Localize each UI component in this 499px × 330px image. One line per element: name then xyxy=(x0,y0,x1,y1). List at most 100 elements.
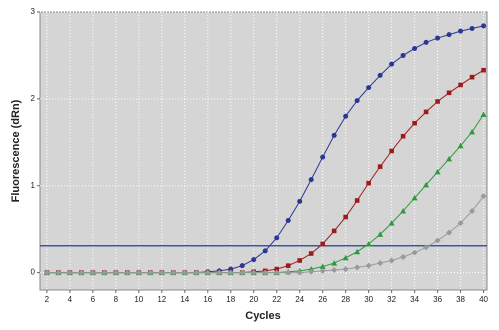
y-tick-label: 2 xyxy=(31,94,36,103)
x-tick-label: 24 xyxy=(295,295,304,304)
marker xyxy=(250,269,257,276)
marker xyxy=(204,269,211,276)
x-tick-label: 38 xyxy=(456,295,465,304)
marker xyxy=(366,180,371,186)
x-tick-label: 12 xyxy=(157,295,166,304)
x-tick-label: 2 xyxy=(45,295,50,304)
marker xyxy=(297,198,303,204)
x-tick-label: 20 xyxy=(249,295,258,304)
marker xyxy=(377,72,383,78)
marker xyxy=(377,164,383,169)
marker xyxy=(411,249,418,256)
marker xyxy=(423,39,429,45)
marker xyxy=(400,133,406,139)
marker xyxy=(135,269,142,276)
marker xyxy=(273,269,280,276)
marker xyxy=(446,155,453,162)
marker xyxy=(377,260,384,267)
marker xyxy=(239,263,245,269)
marker xyxy=(469,26,475,32)
marker xyxy=(354,248,361,255)
x-tick-label: 18 xyxy=(226,295,235,304)
marker xyxy=(227,269,234,276)
x-tick-label: 16 xyxy=(203,295,212,304)
x-tick-label: 40 xyxy=(479,295,488,304)
marker xyxy=(274,266,280,272)
marker xyxy=(342,266,349,273)
x-tick-label: 14 xyxy=(180,295,189,304)
marker xyxy=(446,32,452,38)
marker xyxy=(331,267,338,274)
marker xyxy=(388,257,395,264)
marker xyxy=(285,269,292,276)
marker xyxy=(170,269,177,276)
marker xyxy=(388,220,395,226)
marker xyxy=(423,244,430,251)
marker xyxy=(331,132,337,138)
marker xyxy=(274,235,280,241)
marker xyxy=(480,111,487,118)
marker xyxy=(469,74,475,80)
x-tick-label: 36 xyxy=(433,295,442,304)
marker xyxy=(55,269,62,276)
marker xyxy=(481,67,486,73)
marker xyxy=(66,269,73,276)
marker xyxy=(308,177,314,183)
marker xyxy=(216,269,223,276)
marker xyxy=(43,269,50,276)
marker xyxy=(101,269,108,276)
marker xyxy=(89,269,96,276)
marker xyxy=(354,198,360,203)
marker xyxy=(434,237,441,244)
marker xyxy=(319,263,326,270)
marker xyxy=(158,269,165,276)
marker xyxy=(112,269,119,276)
marker xyxy=(320,154,326,160)
marker xyxy=(446,229,453,236)
y-axis-title: Fluorescence (dRn) xyxy=(10,99,22,202)
marker xyxy=(434,168,441,175)
marker xyxy=(320,241,325,247)
marker xyxy=(124,269,131,276)
marker xyxy=(400,207,407,214)
marker xyxy=(458,82,463,88)
marker xyxy=(423,181,430,188)
marker xyxy=(262,248,268,254)
x-tick-label: 22 xyxy=(272,295,281,304)
marker xyxy=(457,142,464,149)
x-tick-label: 30 xyxy=(364,295,373,304)
marker xyxy=(285,218,291,223)
marker xyxy=(296,269,303,276)
plot-area xyxy=(39,11,488,291)
y-tick-label: 3 xyxy=(31,7,36,16)
marker xyxy=(308,268,315,275)
x-tick-label: 10 xyxy=(134,295,143,304)
marker xyxy=(412,120,417,126)
marker xyxy=(193,269,200,276)
marker xyxy=(181,269,188,276)
marker xyxy=(469,128,476,135)
marker xyxy=(366,85,372,91)
marker xyxy=(481,23,487,29)
marker xyxy=(343,113,349,119)
x-tick-label: 26 xyxy=(318,295,327,304)
marker xyxy=(365,262,372,269)
marker xyxy=(308,251,314,256)
marker xyxy=(389,61,395,67)
x-tick-label: 28 xyxy=(341,295,350,304)
x-axis-title: Cycles xyxy=(245,310,280,322)
x-tick-label: 8 xyxy=(114,295,119,304)
x-tick-label: 34 xyxy=(410,295,419,304)
marker xyxy=(435,35,441,41)
marker xyxy=(251,257,257,263)
marker xyxy=(400,52,406,58)
marker xyxy=(389,148,394,154)
marker xyxy=(342,254,349,261)
marker xyxy=(331,228,337,234)
marker xyxy=(285,263,291,268)
marker xyxy=(365,240,372,247)
marker xyxy=(446,90,452,96)
marker xyxy=(147,269,154,276)
